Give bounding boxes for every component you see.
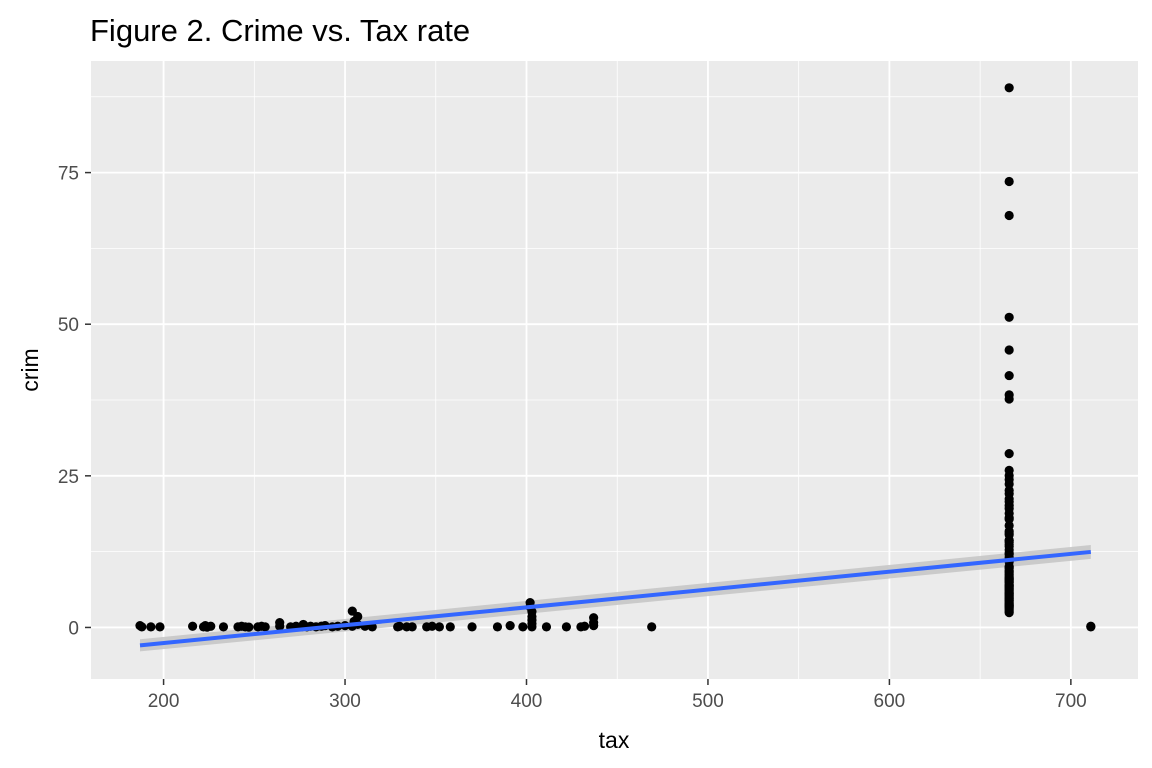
y-tick-label: 50 (58, 315, 79, 336)
data-point (427, 621, 437, 631)
data-point (467, 622, 477, 632)
fit-line (139, 549, 1092, 648)
data-point (434, 622, 444, 632)
data-point (518, 622, 528, 632)
chart-title: Figure 2. Crime vs. Tax rate (90, 13, 470, 48)
x-axis-label: tax (599, 727, 630, 753)
y-tick-label: 25 (58, 467, 79, 488)
data-point (541, 622, 552, 632)
y-tick-label: 0 (68, 618, 79, 639)
data-point (1004, 83, 1014, 93)
y-tick-label: 75 (58, 164, 79, 185)
data-point (561, 622, 572, 632)
data-point (1004, 345, 1014, 355)
data-point (275, 621, 285, 631)
data-point (188, 621, 198, 631)
data-point (137, 622, 147, 632)
data-point (394, 621, 405, 631)
x-tick-label: 300 (329, 691, 361, 712)
data-point (353, 611, 363, 622)
x-tick-label: 600 (874, 691, 906, 712)
data-point (1004, 449, 1014, 459)
data-point (155, 622, 165, 632)
x-axis-ticks: 200 300 400 500 600 700 (148, 679, 1087, 712)
data-point (244, 622, 254, 632)
data-point (146, 622, 156, 632)
data-point (218, 622, 229, 632)
data-point (407, 622, 417, 632)
plot-panel (91, 61, 1138, 679)
data-point (527, 622, 537, 632)
data-point (1086, 622, 1096, 632)
data-point (1004, 607, 1014, 618)
x-tick-label: 400 (511, 691, 543, 712)
data-point (1004, 514, 1014, 524)
data-point (505, 621, 515, 631)
data-point (1004, 210, 1014, 221)
data-point (260, 622, 270, 632)
data-point (579, 621, 590, 631)
data-point (1004, 312, 1014, 322)
data-point (589, 621, 599, 631)
data-point (1004, 394, 1014, 404)
data-point (1004, 479, 1014, 489)
y-axis-label: crim (17, 348, 43, 391)
grid-minor (91, 61, 1138, 679)
y-axis-ticks: 0 25 50 75 (58, 164, 91, 639)
data-point (647, 622, 657, 632)
data-point (1004, 176, 1014, 187)
x-tick-label: 700 (1055, 691, 1087, 712)
x-tick-label: 500 (692, 691, 724, 712)
data-point (492, 622, 503, 632)
data-point (1004, 370, 1014, 381)
x-tick-label: 200 (148, 691, 180, 712)
data-points (135, 83, 1096, 632)
data-point (445, 622, 455, 632)
data-point (206, 621, 216, 631)
